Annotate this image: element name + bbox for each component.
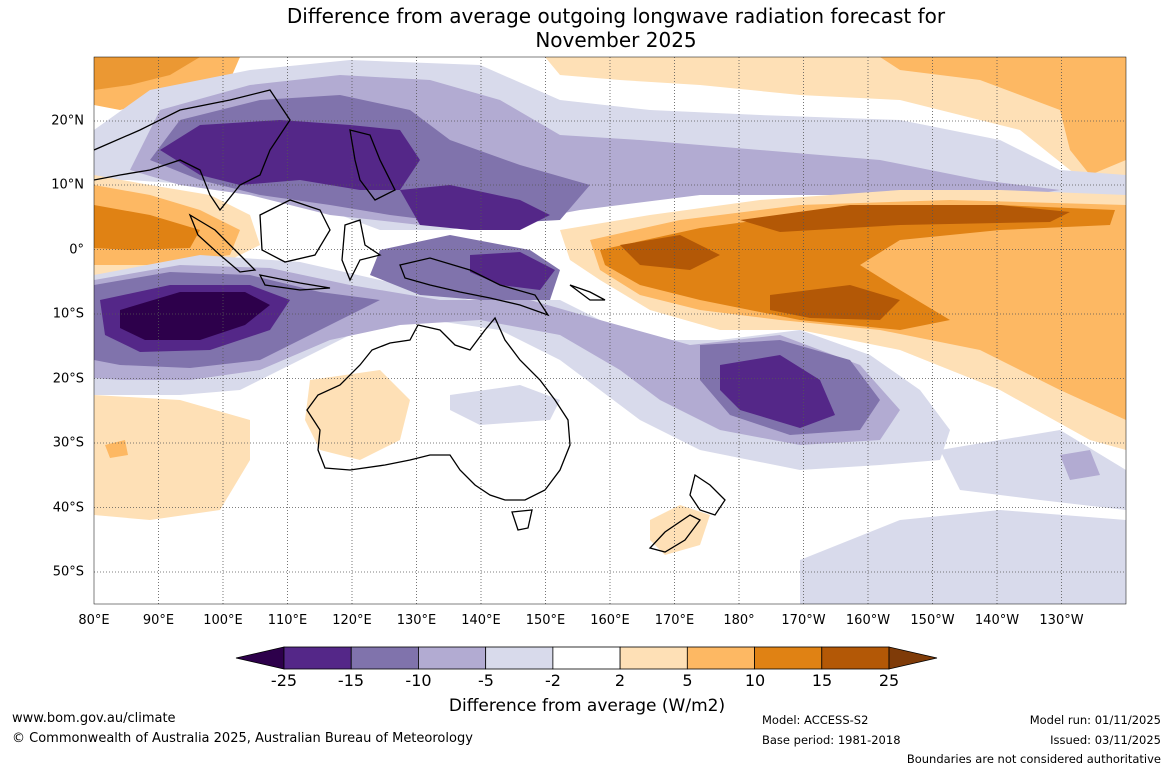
solomon-islands-coastline — [569, 284, 606, 301]
website-link[interactable]: www.bom.gov.au/climate — [12, 711, 176, 726]
lon-label: 170°W — [781, 613, 826, 628]
lat-label: 40°S — [52, 500, 84, 515]
colorbar-tick: -2 — [545, 671, 561, 690]
colorbar-segment — [485, 646, 554, 670]
lon-label: 180° — [723, 613, 755, 628]
anomaly-region-neg — [800, 510, 1126, 604]
anomaly-region-pos — [620, 235, 720, 270]
colorbar-extend-high — [888, 646, 938, 670]
anomaly-region-neg — [120, 292, 270, 340]
colorbar-tick: 15 — [811, 671, 833, 690]
anomaly-region-neg — [1060, 450, 1100, 480]
colorbar-segment — [552, 646, 621, 670]
anomaly-region-neg — [160, 120, 420, 190]
map-frame — [93, 56, 1127, 605]
colorbar-tick: -10 — [405, 671, 432, 690]
lon-label: 140°E — [461, 613, 501, 628]
anomaly-region-neg — [450, 385, 560, 425]
colorbar-tick: 10 — [744, 671, 766, 690]
anomaly-region-pos — [545, 57, 1126, 190]
lat-label: 0° — [69, 242, 84, 257]
lat-label: 30°S — [52, 435, 84, 451]
anomaly-region-pos — [770, 285, 900, 320]
lon-label: 90°E — [142, 613, 175, 628]
lon-label: 120°E — [332, 613, 372, 628]
model-name: Model: ACCESS-S2 — [762, 713, 869, 727]
tasmania-coastline — [511, 509, 533, 531]
lon-label: 150°W — [910, 613, 955, 628]
lon-label: 100°E — [203, 613, 243, 628]
nz-south-island-coastline — [648, 514, 701, 553]
nz-north-island-coastline — [689, 473, 726, 516]
new-guinea-coastline — [399, 257, 550, 317]
colorbar-segment — [821, 646, 890, 670]
lon-label: 140°W — [974, 613, 1020, 628]
copyright-text: © Commonwealth of Australia 2025, Austra… — [12, 731, 473, 746]
anomaly-region-pos — [740, 205, 1070, 232]
anomaly-region-neg — [720, 355, 835, 428]
anomaly-region-neg — [940, 430, 1126, 510]
philippines-coastline — [349, 129, 396, 201]
colorbar-title: Difference from average (W/m2) — [448, 696, 726, 716]
sumatra-coastline — [188, 213, 257, 273]
graticule — [94, 57, 1126, 604]
anomaly-region-pos — [94, 205, 200, 250]
lat-label: 20°N — [51, 113, 84, 129]
map-title: Difference from average outgoing longwav… — [0, 4, 1173, 52]
lon-label: 160°W — [845, 613, 891, 628]
colorbar-tick: 5 — [682, 671, 693, 690]
colorbar-extend-low — [235, 646, 285, 670]
colorbar-segment — [754, 646, 823, 670]
australia-coastline — [306, 316, 571, 501]
lat-label: 50°S — [52, 564, 84, 580]
title-line-1: Difference from average outgoing longwav… — [286, 4, 946, 28]
colorbar-segment — [686, 646, 755, 670]
borneo-coastline — [259, 199, 331, 263]
java-coastline — [258, 274, 331, 291]
lon-label: 130°E — [396, 613, 437, 628]
lon-label: 160°E — [590, 613, 630, 628]
colorbar-tick: -25 — [270, 671, 298, 690]
forecast-map — [93, 56, 1127, 605]
colorbar-tick: -5 — [478, 671, 494, 690]
anomaly-region-pos — [94, 57, 200, 90]
anomaly-region-pos — [305, 370, 410, 460]
lon-label: 110°E — [267, 613, 308, 628]
indochina-coastline — [94, 89, 291, 212]
anomaly-region-pos — [880, 57, 1126, 175]
lon-label: 150°E — [525, 613, 566, 628]
lon-label: 130°W — [1039, 613, 1084, 628]
anomaly-region-pos — [600, 205, 1115, 330]
issued-date: Issued: 03/11/2025 — [1050, 733, 1161, 747]
colorbar-segment — [418, 646, 487, 670]
lat-label: 10°S — [52, 306, 84, 322]
colorbar-segment — [283, 646, 352, 670]
lat-label: 20°S — [52, 371, 84, 386]
colorbar-tick: 25 — [878, 671, 900, 690]
anomaly-region-pos — [105, 440, 128, 458]
boundaries-disclaimer: Boundaries are not considered authoritat… — [906, 752, 1161, 766]
colorbar-tick: -15 — [337, 671, 365, 690]
anomaly-region-neg — [400, 185, 550, 230]
lat-label: 10°N — [51, 177, 84, 193]
anomaly-region-pos — [94, 395, 250, 520]
lon-label: 80°E — [78, 613, 110, 628]
title-line-2: November 2025 — [535, 28, 697, 52]
colorbar-segment — [350, 646, 419, 670]
model-run-date: Model run: 01/11/2025 — [1029, 713, 1161, 727]
colorbar-tick: 2 — [614, 671, 626, 690]
lon-label: 170°E — [654, 613, 695, 628]
sulawesi-coastline — [341, 219, 382, 282]
base-period: Base period: 1981-2018 — [762, 733, 901, 747]
coastlines — [94, 89, 726, 553]
colorbar-segment — [619, 646, 688, 670]
